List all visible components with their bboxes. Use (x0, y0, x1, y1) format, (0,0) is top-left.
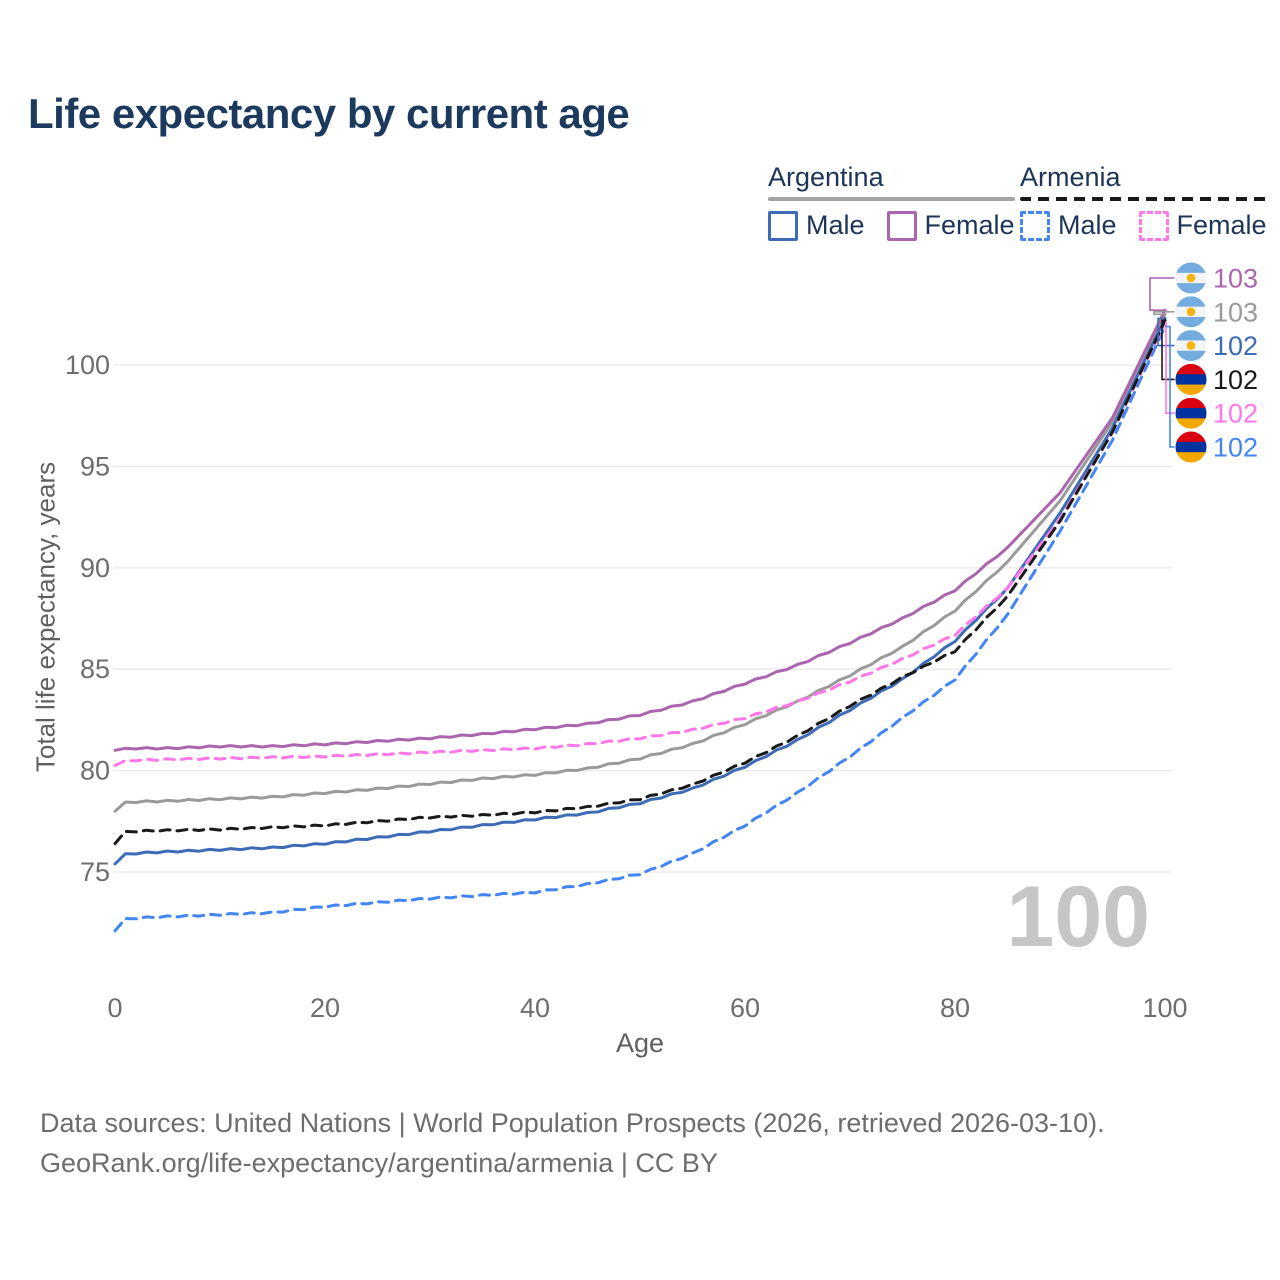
legend-item-label: Male (806, 210, 865, 240)
legend-country-label: Armenia (1020, 162, 1121, 192)
series-line-armenia-female[interactable] (113, 320, 1167, 767)
armenia-line-style-sample (1020, 197, 1267, 201)
legend-item-argentina-male[interactable]: Male (768, 210, 865, 241)
end-value-label-armenia-both: 102 (1213, 365, 1258, 395)
y-tick-label: 80 (80, 756, 110, 786)
end-value-label-armenia-female: 102 (1213, 399, 1258, 429)
legend-country-armenia: Armenia (1020, 162, 1267, 201)
series-line-armenia-both[interactable] (113, 318, 1167, 846)
x-tick-label: 0 (107, 993, 122, 1023)
y-tick-label: 95 (80, 451, 110, 481)
page-title: Life expectancy by current age (28, 90, 630, 137)
y-tick-label: 85 (80, 654, 110, 684)
legend-items-armenia: Male Female (1020, 210, 1267, 241)
legend-item-label: Male (1058, 210, 1117, 240)
leader-line-armenia-male (1165, 325, 1175, 448)
end-value-label-argentina-male: 102 (1213, 331, 1258, 361)
legend-country-label: Argentina (768, 162, 884, 192)
armenia-flag-icon (1175, 431, 1207, 463)
armenia-female-swatch-icon (1138, 210, 1169, 241)
armenia-flag-icon (1175, 363, 1207, 395)
legend-items-argentina: Male Female (768, 210, 1015, 241)
y-tick-label: 75 (80, 857, 110, 887)
x-tick-label: 60 (730, 993, 760, 1023)
legend-item-label: Female (924, 210, 1015, 240)
x-tick-label: 20 (310, 993, 340, 1023)
series-line-argentina-male[interactable] (113, 316, 1167, 866)
armenia-flag-icon (1175, 397, 1207, 429)
leader-line-armenia-both (1161, 319, 1175, 381)
legend-country-argentina: Argentina (768, 162, 1015, 201)
end-value-label-armenia-male: 102 (1213, 433, 1258, 463)
y-tick-label: 100 (65, 350, 110, 380)
x-axis-title: Age (615, 1028, 665, 1058)
legend-item-armenia-female[interactable]: Female (1138, 210, 1267, 241)
leader-line-argentina-female (1149, 277, 1175, 311)
legend-item-label: Female (1176, 210, 1267, 240)
argentina-flag-icon (1175, 296, 1207, 328)
series-line-argentina-female[interactable] (113, 308, 1167, 752)
legend-item-argentina-female[interactable]: Female (886, 210, 1015, 241)
x-tick-label: 40 (520, 993, 550, 1023)
series-line-armenia-male[interactable] (113, 325, 1167, 933)
data-sources-text: Data sources: United Nations | World Pop… (40, 1108, 1105, 1138)
age-counter-watermark: 100 (1006, 869, 1151, 965)
attribution-text: GeoRank.org/life-expectancy/argentina/ar… (40, 1148, 718, 1178)
armenia-male-swatch-icon (1020, 210, 1050, 241)
leader-line-argentina-both (1153, 311, 1175, 316)
y-tick-label: 90 (80, 553, 110, 583)
end-value-label-argentina-both: 103 (1213, 297, 1258, 327)
argentina-line-style-sample (768, 197, 1015, 201)
legend-group-argentina: Argentina Male Female (768, 162, 1015, 241)
legend-item-armenia-male[interactable]: Male (1020, 210, 1117, 241)
y-axis-title: Total life expectancy, years (30, 461, 61, 773)
argentina-male-swatch-icon (768, 210, 798, 241)
series-line-argentina-both[interactable] (113, 312, 1167, 813)
end-value-label-argentina-female: 103 (1213, 264, 1258, 294)
argentina-flag-icon (1175, 330, 1207, 362)
argentina-flag-icon (1175, 262, 1207, 294)
x-tick-label: 100 (1142, 993, 1187, 1023)
legend-group-armenia: Armenia Male Female (1020, 162, 1267, 241)
x-tick-label: 80 (940, 993, 970, 1023)
argentina-female-swatch-icon (886, 210, 917, 241)
